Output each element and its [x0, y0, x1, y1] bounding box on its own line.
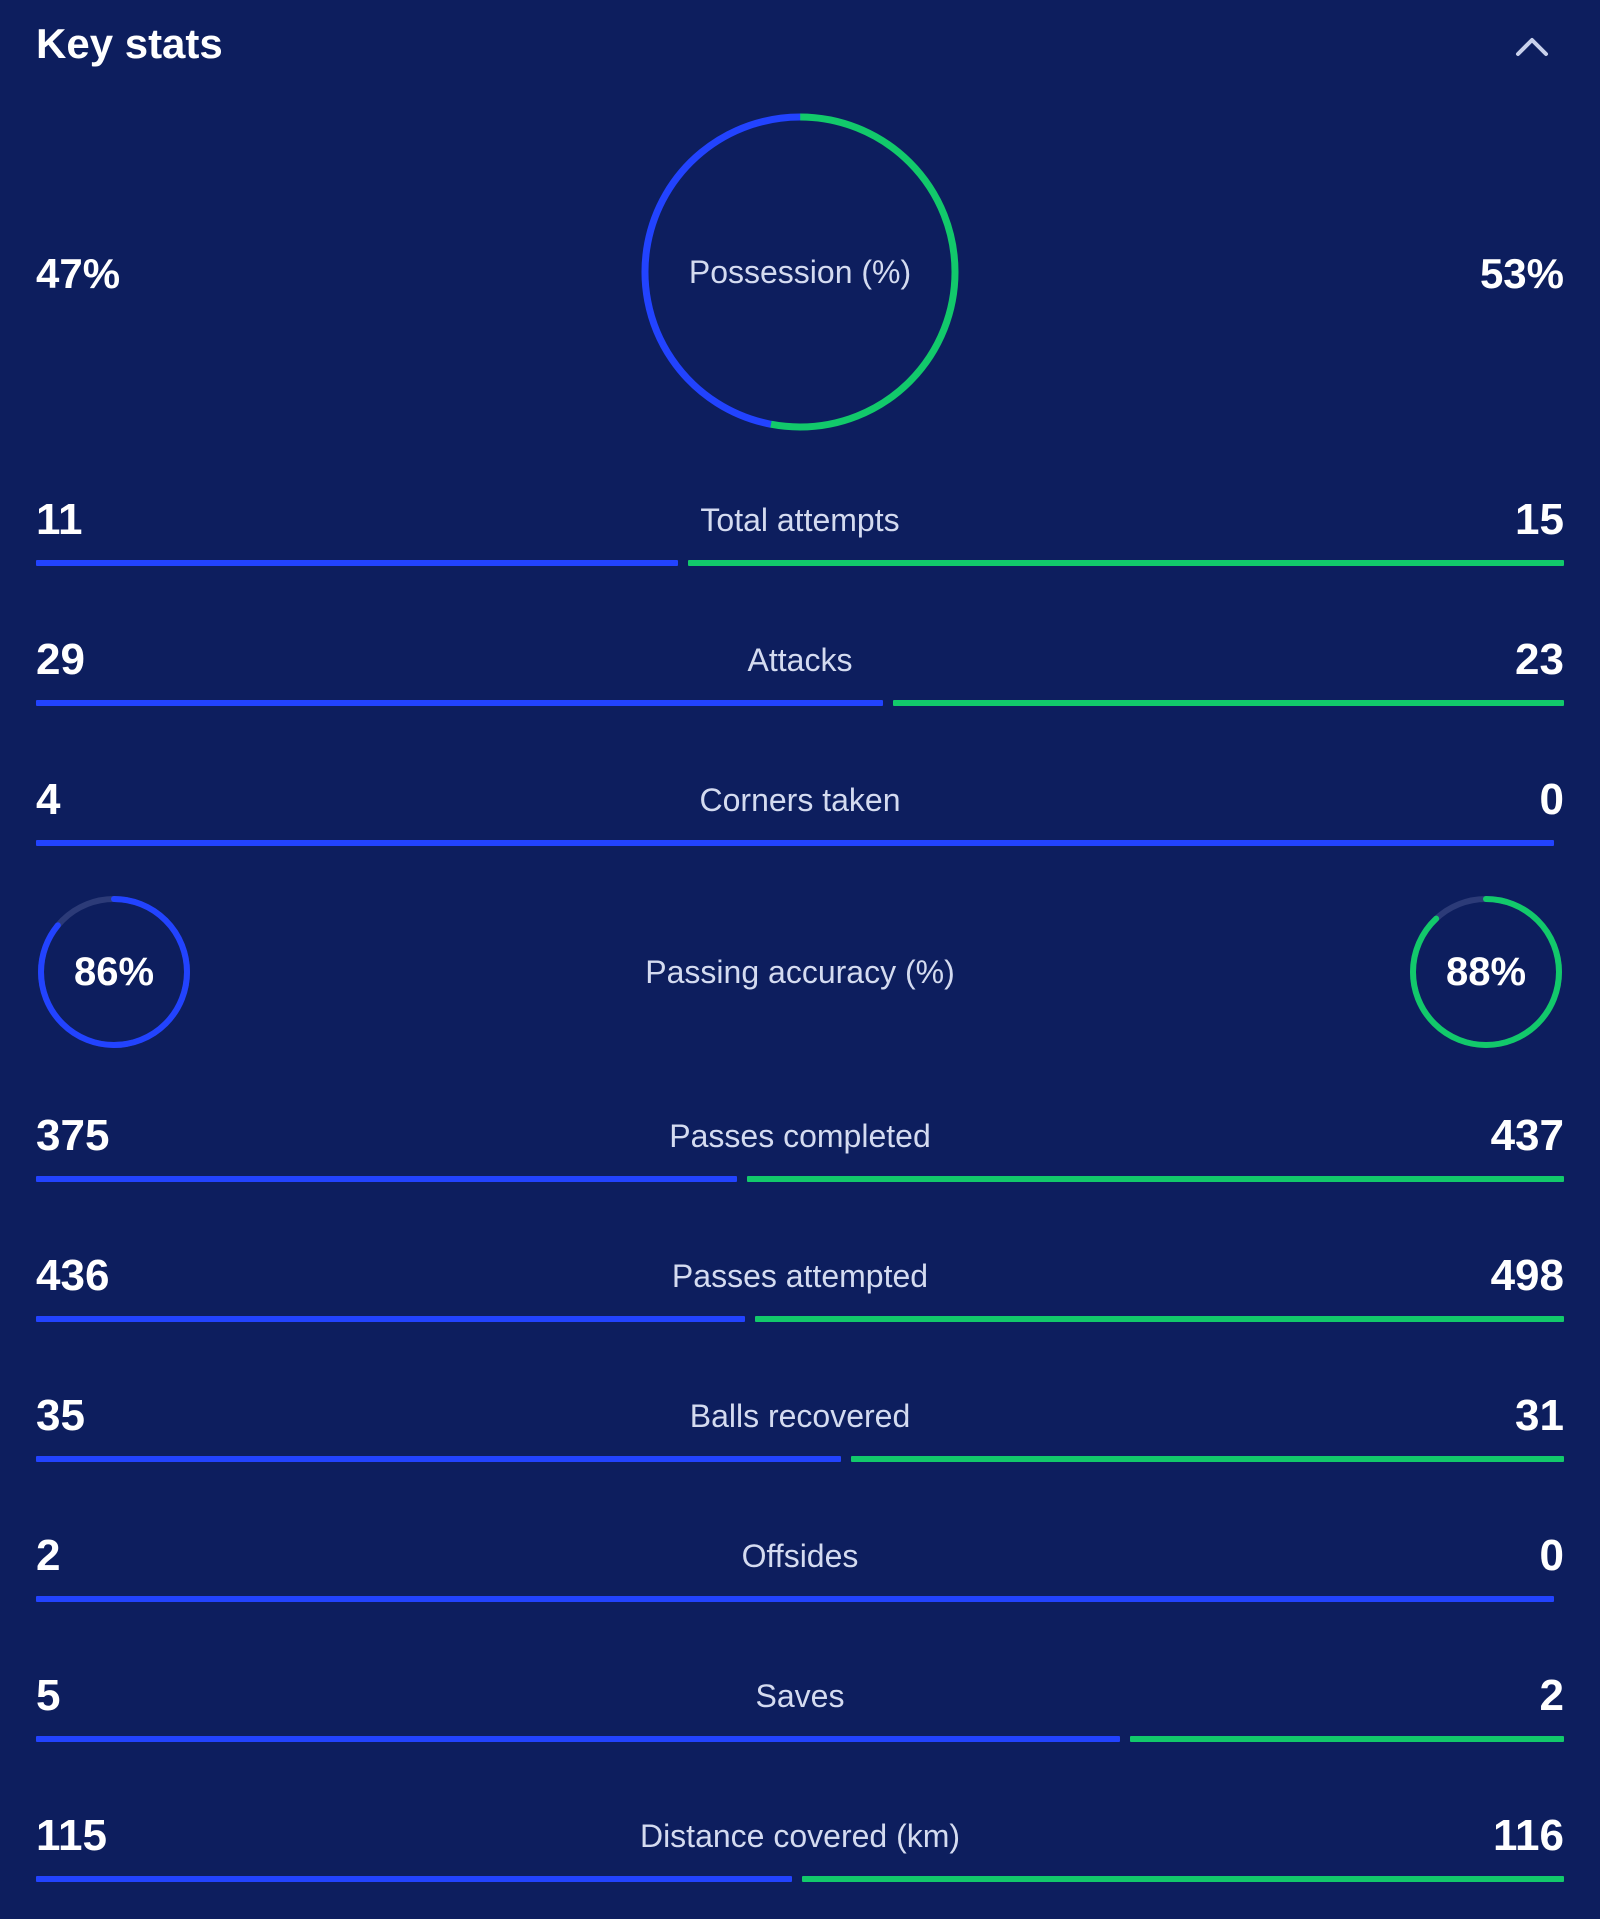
passes-attempted-away-value: 498	[1490, 1251, 1564, 1300]
key-stats-header: Key stats	[36, 0, 1564, 92]
possession-away-value: 53%	[1479, 250, 1564, 297]
balls-recovered-away-bar	[851, 1456, 1564, 1462]
passing-accuracy-home-value: 86%	[73, 950, 155, 994]
balls-recovered-away-value: 31	[1515, 1391, 1564, 1440]
stat-row-corners-taken: 4 Corners taken 0	[36, 774, 1564, 874]
stat-row-attacks: 29 Attacks 23	[36, 634, 1564, 734]
attacks-home-value: 29	[36, 635, 85, 684]
total-attempts-away-value: 15	[1515, 495, 1564, 544]
possession-stat: 47% Possession (%) 53%	[36, 112, 1564, 438]
passes-attempted-label: Passes attempted	[671, 1258, 929, 1294]
corners-taken-away-value: 0	[1539, 775, 1564, 824]
passes-completed-away-value: 437	[1490, 1111, 1564, 1160]
distance-covered-home-value: 115	[36, 1811, 107, 1860]
offsides-label: Offsides	[741, 1538, 859, 1574]
possession-label: Possession (%)	[688, 254, 912, 290]
total-attempts-home-value: 11	[36, 495, 83, 544]
attacks-label: Attacks	[747, 642, 853, 678]
passing-accuracy-stat: 86% Passing accuracy (%) 88%	[36, 894, 1564, 1054]
possession-home-value: 47%	[36, 250, 121, 297]
passes-completed-label: Passes completed	[669, 1118, 931, 1154]
distance-covered-home-bar	[36, 1876, 792, 1882]
offsides-home-value: 2	[36, 1531, 61, 1580]
corners-taken-home-value: 4	[36, 775, 61, 824]
attacks-away-bar	[892, 700, 1564, 706]
section-title: Key stats	[36, 20, 223, 67]
stat-row-distance-covered: 115 Distance covered (km) 116	[36, 1810, 1564, 1910]
saves-home-bar	[36, 1736, 1121, 1742]
passes-completed-away-bar	[747, 1176, 1564, 1182]
passing-accuracy-label: Passing accuracy (%)	[645, 954, 955, 990]
distance-covered-away-value: 116	[1493, 1811, 1564, 1860]
balls-recovered-home-value: 35	[36, 1391, 85, 1440]
stat-row-balls-recovered: 35 Balls recovered 31	[36, 1390, 1564, 1490]
collapse-button[interactable]	[1508, 24, 1556, 68]
passes-attempted-home-bar	[36, 1316, 745, 1322]
passing-accuracy-home-ring: 86%	[36, 894, 192, 1050]
total-attempts-label: Total attempts	[700, 502, 900, 538]
passing-accuracy-away-ring: 88%	[1408, 894, 1564, 1050]
possession-home-arc	[641, 113, 959, 431]
saves-label: Saves	[755, 1678, 845, 1714]
offsides-away-value: 0	[1539, 1531, 1564, 1580]
distance-covered-away-bar	[801, 1876, 1564, 1882]
passes-attempted-home-value: 436	[36, 1251, 110, 1300]
corners-taken-home-bar	[36, 840, 1554, 846]
total-attempts-home-bar	[36, 560, 679, 566]
passing-accuracy-away-arc	[1410, 896, 1562, 1048]
saves-home-value: 5	[36, 1671, 61, 1720]
passes-attempted-away-bar	[754, 1316, 1564, 1322]
stat-row-passes-completed: 375 Passes completed 437	[36, 1110, 1564, 1210]
balls-recovered-home-bar	[36, 1456, 841, 1462]
stat-row-saves: 5 Saves 2	[36, 1670, 1564, 1770]
stat-row-passes-attempted: 436 Passes attempted 498	[36, 1250, 1564, 1350]
passing-accuracy-away-value: 88%	[1445, 950, 1527, 994]
chevron-up-icon	[1516, 38, 1548, 56]
stat-row-offsides: 2 Offsides 0	[36, 1530, 1564, 1630]
passes-completed-home-bar	[36, 1176, 738, 1182]
possession-donut: Possession (%)	[640, 112, 960, 432]
balls-recovered-label: Balls recovered	[689, 1398, 911, 1434]
distance-covered-label: Distance covered (km)	[639, 1818, 961, 1854]
total-attempts-away-bar	[688, 560, 1564, 566]
corners-taken-label: Corners taken	[699, 782, 901, 818]
offsides-home-bar	[36, 1596, 1554, 1602]
saves-away-bar	[1130, 1736, 1564, 1742]
passing-accuracy-home-arc	[38, 896, 190, 1048]
saves-away-value: 2	[1539, 1671, 1564, 1720]
passes-completed-home-value: 375	[36, 1111, 110, 1160]
attacks-home-bar	[36, 700, 883, 706]
attacks-away-value: 23	[1515, 635, 1564, 684]
stat-row-total-attempts: 11 Total attempts 15	[36, 494, 1564, 594]
